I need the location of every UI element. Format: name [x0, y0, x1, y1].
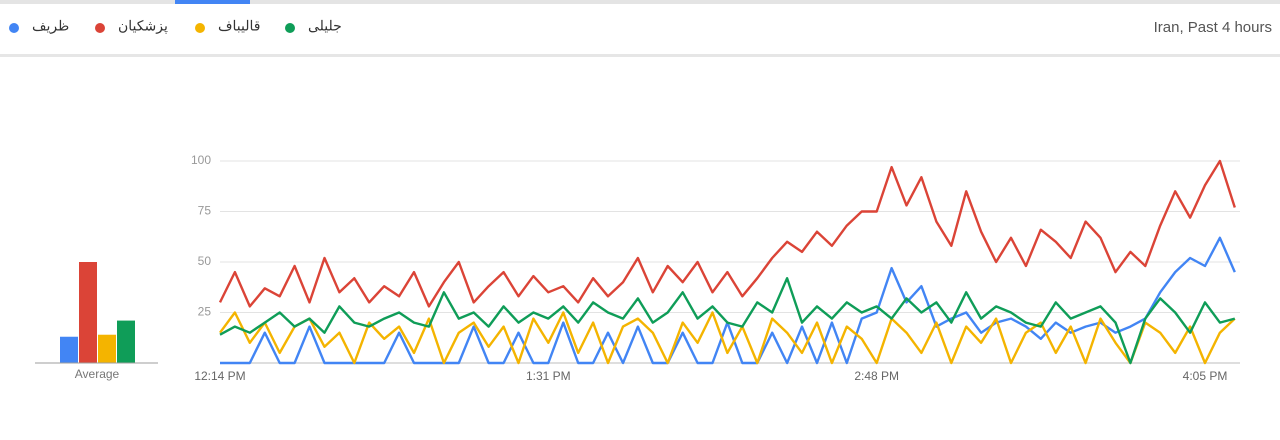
top-strip — [0, 0, 1280, 4]
region-period: Iran, Past 4 hours — [1154, 19, 1272, 36]
average-bar — [117, 320, 135, 363]
legend-label: ظریف — [32, 18, 69, 35]
line-chart: 25 50 75 100 12:14 PM 1:31 PM 2:48 PM 4:05 PM — [191, 153, 1240, 383]
header — [0, 4, 1280, 54]
series-line — [219, 311, 1236, 365]
legend-dot — [9, 23, 19, 33]
x-tick-label: 12:14 PM — [194, 369, 245, 383]
average-label: Average — [75, 367, 120, 381]
x-tick-label: 2:48 PM — [854, 369, 899, 383]
average-bar — [79, 262, 97, 363]
y-tick-label: 25 — [198, 305, 212, 319]
legend-label: جلیلی — [308, 18, 342, 34]
x-tick-label: 4:05 PM — [1183, 369, 1228, 383]
series-line — [219, 277, 1236, 365]
top-tab-indicator — [175, 0, 250, 4]
series-line — [218, 159, 1236, 308]
y-tick-label: 50 — [198, 254, 212, 268]
legend-dot — [195, 23, 205, 33]
legend-label: پزشکیان — [118, 18, 168, 35]
legend-dot — [285, 23, 295, 33]
legend: ظریف پزشکیان قالیباف جلیلی — [9, 18, 342, 35]
y-tick-label: 75 — [198, 204, 212, 218]
average-chart: Average — [35, 262, 158, 381]
y-tick-label: 100 — [191, 153, 211, 167]
average-bar — [60, 336, 78, 363]
x-tick-label: 1:31 PM — [526, 369, 571, 383]
legend-label: قالیباف — [218, 18, 260, 34]
header-shadow — [0, 54, 1280, 57]
legend-dot — [95, 23, 105, 33]
average-bar — [98, 334, 116, 363]
